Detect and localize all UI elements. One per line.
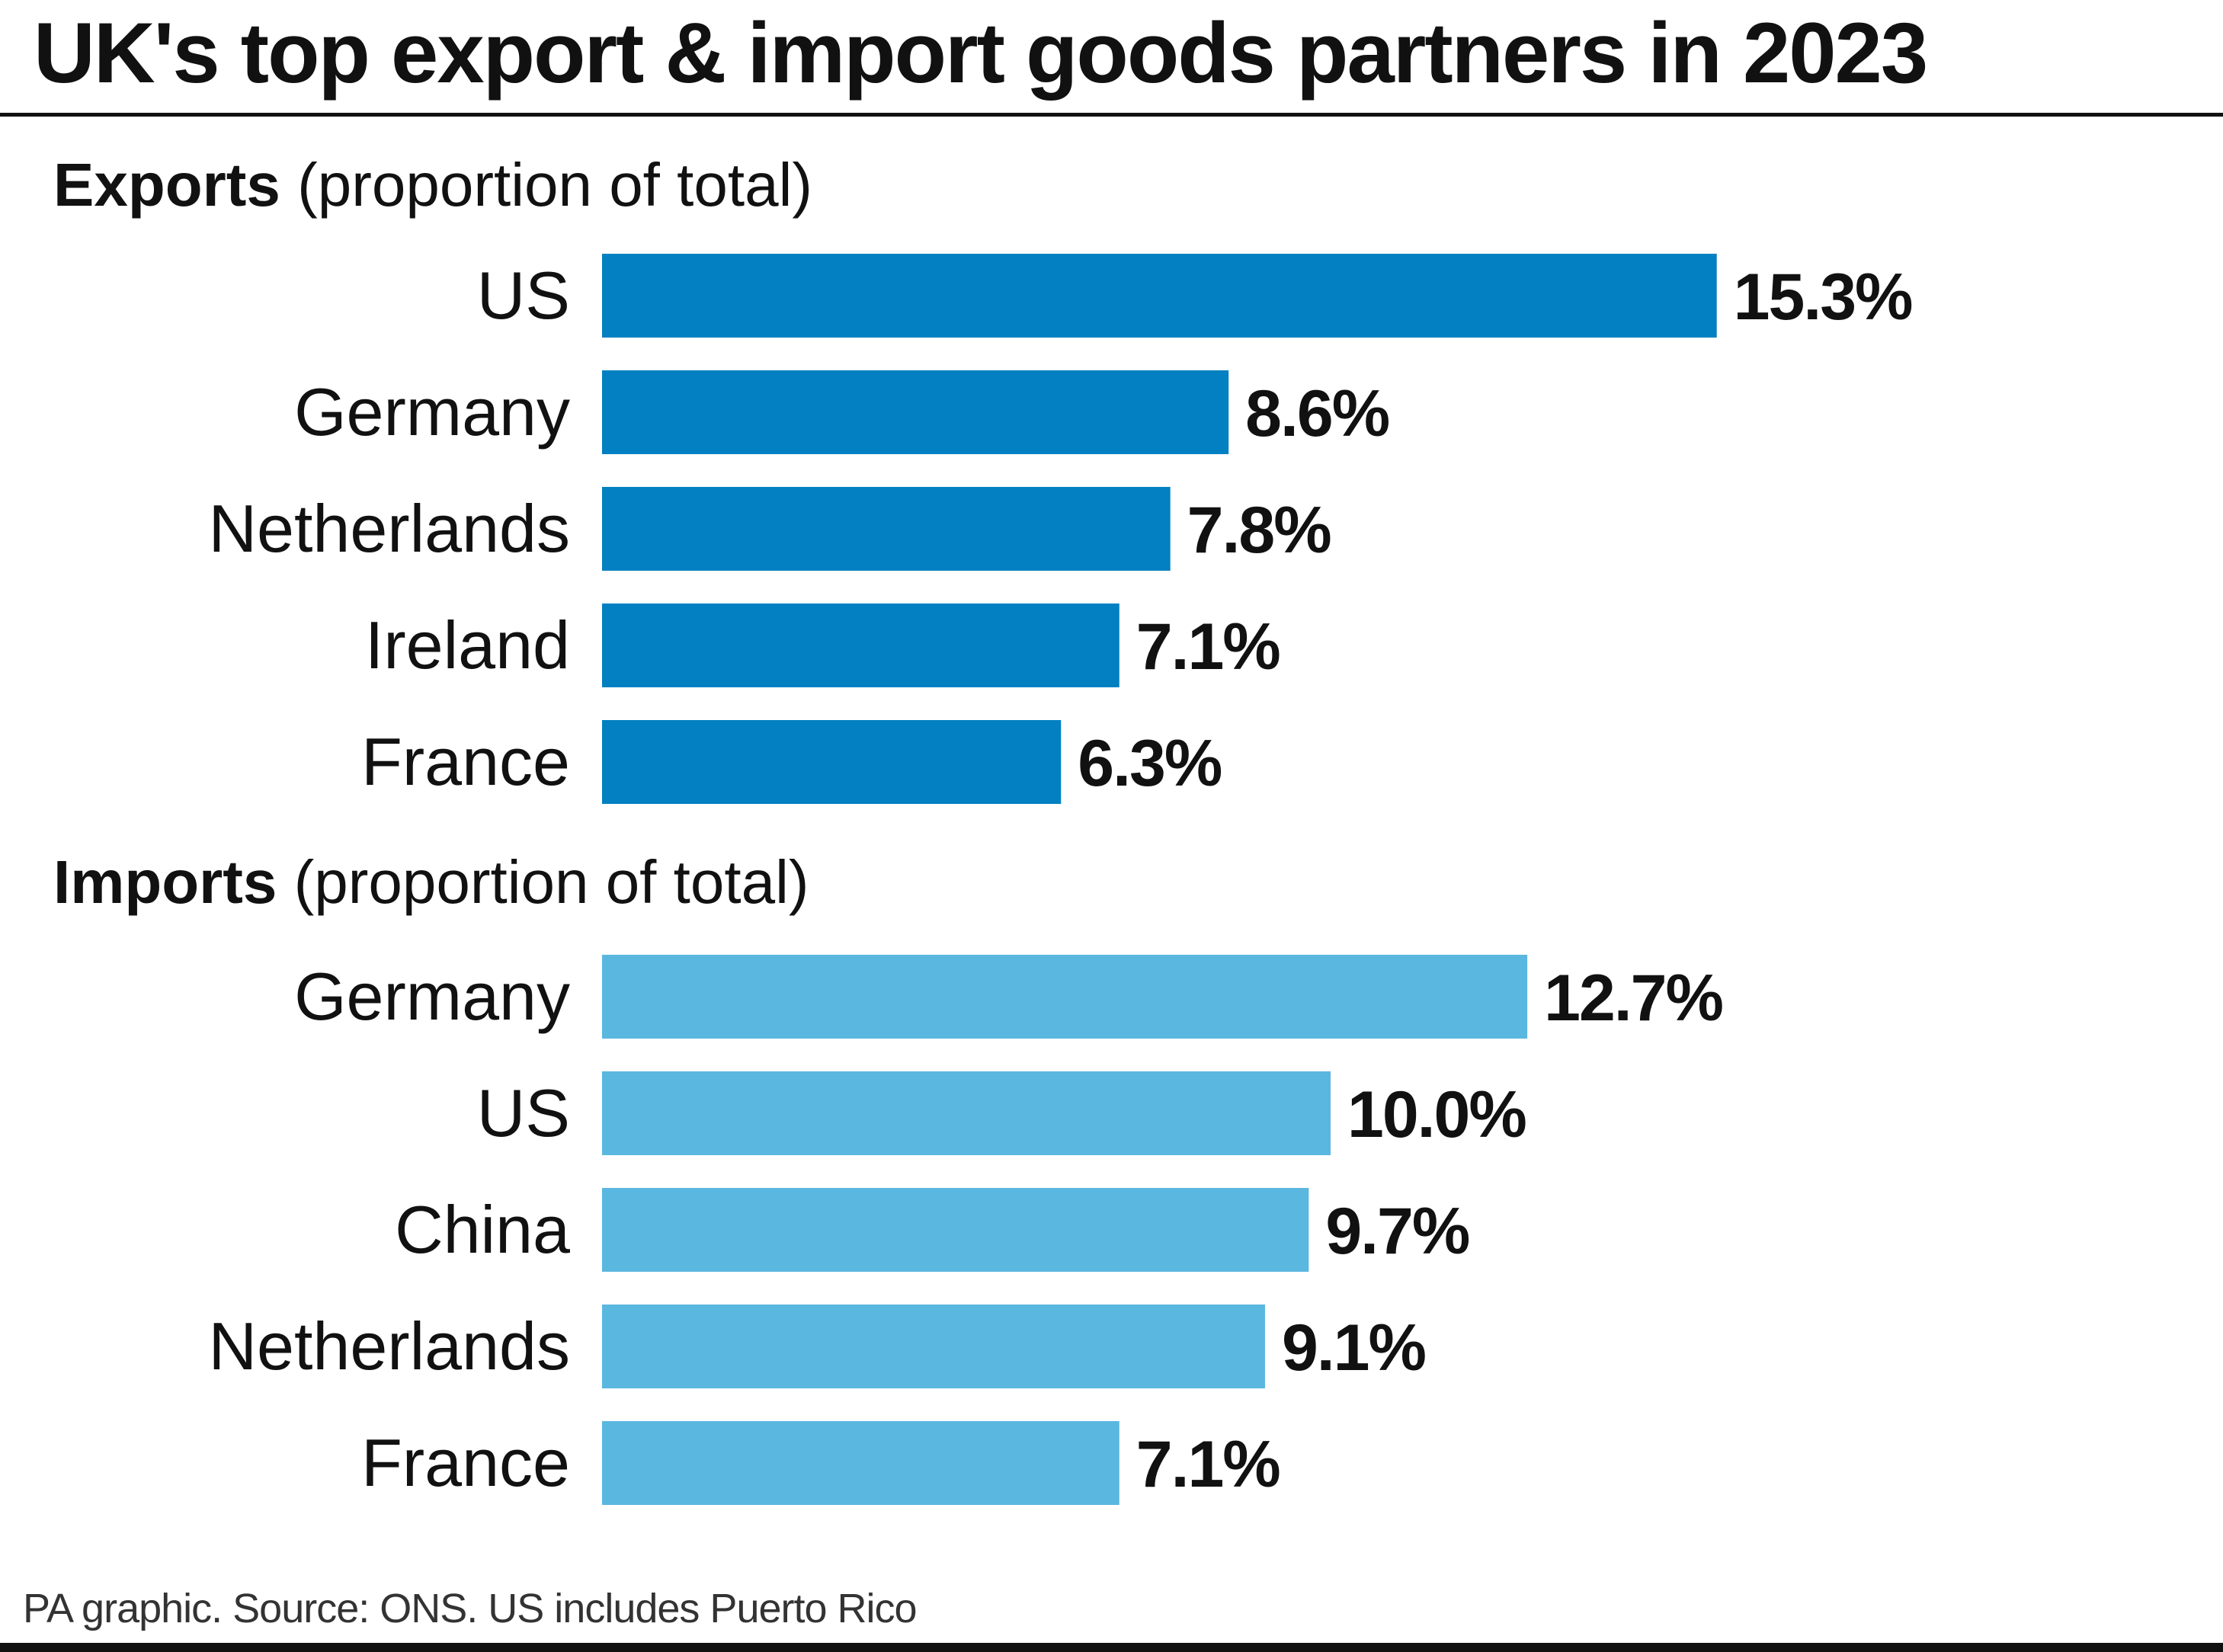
exports-bar-germany — [602, 370, 1229, 454]
imports-category-label-france: France — [361, 1425, 570, 1500]
exports-value-label-ireland: 7.1% — [1136, 610, 1280, 684]
imports-value-label-china: 9.7% — [1325, 1195, 1469, 1268]
source-note: PA graphic. Source: ONS. US includes Pue… — [23, 1586, 918, 1631]
exports-category-label-netherlands: Netherlands — [208, 491, 570, 566]
exports-bar-france — [602, 720, 1062, 804]
exports-bar-us — [602, 254, 1717, 338]
imports-category-label-netherlands: Netherlands — [208, 1308, 570, 1384]
imports-value-label-netherlands: 9.1% — [1282, 1311, 1426, 1385]
imports-section-title-bold: Imports — [53, 848, 277, 916]
exports-category-label-germany: Germany — [294, 374, 570, 450]
imports-bar-china — [602, 1188, 1309, 1272]
exports-section-title-rest: (proportion of total) — [280, 151, 812, 219]
imports-bar-netherlands — [602, 1305, 1265, 1388]
exports-value-label-netherlands: 7.8% — [1187, 494, 1331, 567]
exports-section-title: Exports (proportion of total) — [53, 151, 812, 219]
exports-value-label-us: 15.3% — [1734, 261, 1912, 334]
imports-section-title: Imports (proportion of total) — [53, 848, 809, 916]
exports-category-label-ireland: Ireland — [365, 607, 570, 683]
exports-bar-netherlands — [602, 487, 1171, 571]
imports-value-label-us: 10.0% — [1347, 1078, 1526, 1151]
exports-category-label-france: France — [361, 724, 570, 799]
imports-value-label-germany: 12.7% — [1544, 962, 1722, 1035]
title-divider — [0, 113, 2223, 117]
imports-category-label-germany: Germany — [294, 959, 570, 1034]
imports-category-label-us: US — [477, 1075, 570, 1151]
exports-bar-ireland — [602, 603, 1120, 687]
exports-category-label-us: US — [477, 258, 570, 333]
exports-value-label-germany: 8.6% — [1245, 377, 1389, 450]
imports-section-title-rest: (proportion of total) — [277, 848, 809, 916]
imports-category-label-china: China — [395, 1192, 570, 1267]
imports-value-label-france: 7.1% — [1136, 1428, 1280, 1501]
bottom-divider — [0, 1643, 2223, 1652]
imports-bar-us — [602, 1071, 1331, 1155]
chart-title: UK's top export & import goods partners … — [34, 5, 1928, 101]
imports-bar-germany — [602, 955, 1528, 1039]
imports-bar-france — [602, 1421, 1120, 1505]
exports-value-label-france: 6.3% — [1078, 727, 1222, 800]
exports-section-title-bold: Exports — [53, 151, 280, 219]
